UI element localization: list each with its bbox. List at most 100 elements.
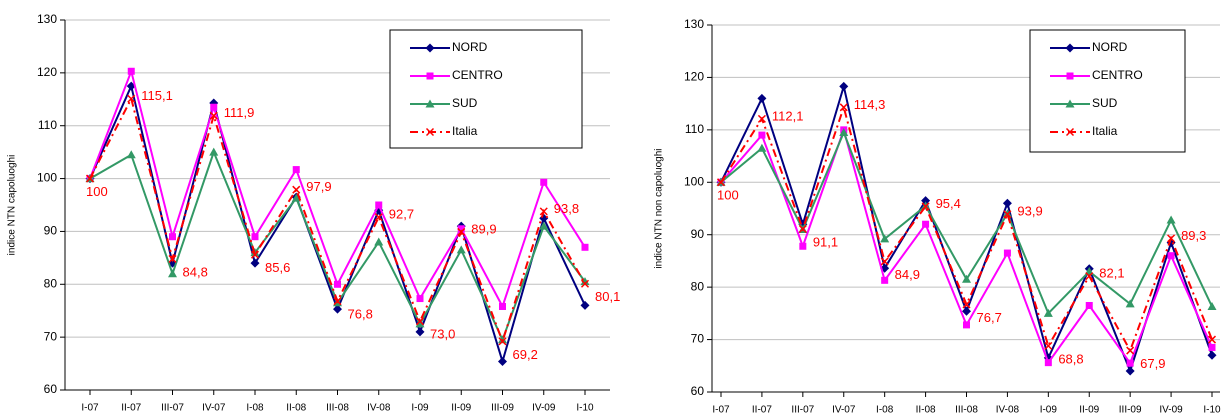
y-axis-label: indice NTN non capoluoghi (654, 148, 665, 268)
value-label: 115,1 (141, 88, 173, 103)
value-label: 73,0 (430, 327, 455, 342)
marker (758, 131, 766, 139)
marker (921, 202, 930, 211)
value-label: 93,8 (554, 201, 579, 216)
series (717, 126, 1216, 367)
value-label: 112,1 (772, 108, 804, 123)
marker (881, 276, 889, 284)
marker (1207, 350, 1217, 360)
legend-label: Italia (1092, 124, 1118, 138)
marker (1207, 335, 1217, 344)
x-tick-label: IV-09 (532, 403, 556, 414)
y-tick-label: 100 (684, 174, 704, 188)
marker (1044, 341, 1053, 350)
marker (416, 295, 424, 303)
marker (210, 103, 218, 111)
x-tick-label: I-09 (1040, 405, 1058, 416)
value-label: 100 (717, 188, 739, 203)
value-label: 69,2 (513, 347, 538, 362)
marker (798, 224, 807, 233)
value-label: 80,1 (595, 289, 620, 304)
value-label: 111,9 (224, 105, 255, 120)
marker (291, 193, 301, 202)
marker (839, 103, 848, 112)
marker (580, 279, 590, 288)
x-tick-label: II-09 (451, 403, 471, 414)
marker (415, 319, 425, 328)
x-tick-label: II-07 (752, 405, 772, 416)
x-tick-label: I-08 (876, 405, 894, 416)
y-tick-label: 70 (691, 332, 705, 346)
marker (757, 143, 767, 152)
y-tick-label: 100 (37, 171, 57, 185)
marker (334, 280, 341, 288)
marker (333, 304, 342, 314)
marker (799, 242, 807, 250)
value-label: 76,7 (977, 310, 1002, 325)
legend-label: SUD (452, 96, 478, 110)
marker (292, 185, 301, 194)
marker (127, 67, 135, 75)
y-axis-label: indice NTN capoluoghi (7, 155, 18, 256)
value-label: 68,8 (1058, 351, 1083, 366)
x-tick-label: I-07 (81, 403, 99, 414)
y-tick-label: 60 (44, 382, 58, 396)
marker (1065, 99, 1075, 108)
marker (1125, 299, 1135, 308)
marker (1166, 215, 1176, 224)
legend-label: NORD (1092, 40, 1128, 54)
marker (168, 254, 177, 263)
marker (963, 321, 970, 329)
marker (581, 243, 589, 251)
x-tick-label: IV-07 (832, 405, 856, 416)
y-tick-label: 90 (44, 224, 58, 238)
legend-label: CENTRO (452, 68, 503, 82)
marker (1207, 302, 1217, 311)
series (86, 67, 589, 310)
series (85, 147, 590, 344)
x-tick-label: II-08 (916, 405, 936, 416)
x-tick-label: III-07 (791, 405, 814, 416)
series (716, 103, 1217, 355)
y-tick-label: 80 (44, 276, 58, 290)
marker (498, 337, 507, 346)
x-tick-label: I-09 (411, 403, 429, 414)
marker (1167, 252, 1175, 260)
marker (1044, 359, 1052, 367)
x-tick-label: III-08 (326, 403, 349, 414)
value-label: 114,3 (854, 97, 886, 112)
marker (839, 127, 849, 136)
x-tick-label: III-09 (1119, 405, 1142, 416)
marker (1002, 198, 1012, 208)
marker (1065, 127, 1075, 137)
value-label: 84,9 (895, 267, 920, 282)
value-label: 92,7 (389, 207, 414, 222)
x-tick-label: IV-07 (202, 403, 226, 414)
value-label: 97,9 (306, 179, 331, 194)
marker (539, 207, 548, 216)
marker (498, 356, 507, 366)
x-tick-label: II-09 (1079, 405, 1099, 416)
marker (962, 274, 971, 283)
marker (374, 213, 383, 222)
value-label: 84,8 (183, 264, 208, 279)
marker (1126, 346, 1135, 355)
x-tick-label: I-10 (1203, 405, 1221, 416)
legend-label: NORD (452, 40, 488, 54)
x-tick-label: II-07 (121, 403, 141, 414)
y-tick-label: 60 (691, 384, 705, 398)
value-label: 82,1 (1099, 266, 1124, 281)
marker (85, 174, 95, 183)
legend-label: SUD (1092, 96, 1118, 110)
value-label: 100 (86, 184, 108, 199)
marker (1043, 308, 1053, 317)
marker (251, 233, 259, 241)
marker (1085, 301, 1093, 309)
marker (580, 277, 590, 286)
legend (389, 29, 583, 149)
x-tick-label: I-08 (246, 403, 264, 414)
x-tick-label: II-08 (286, 403, 306, 414)
series (716, 127, 1217, 317)
